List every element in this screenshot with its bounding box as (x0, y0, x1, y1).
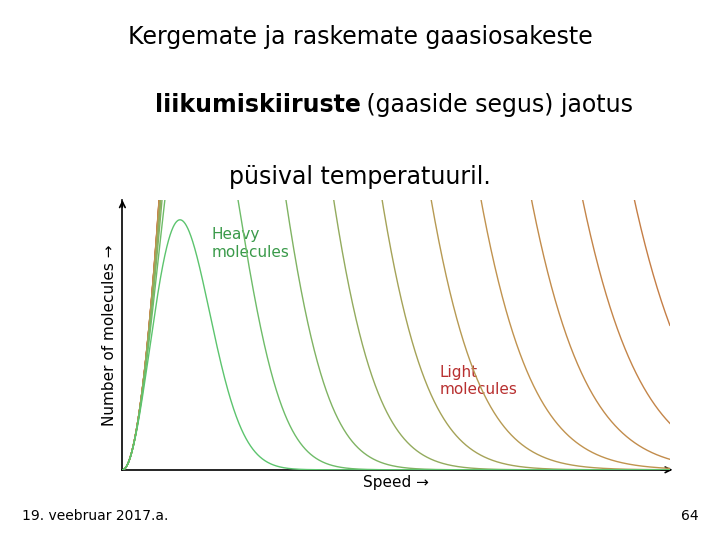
Text: püsival temperatuuril.: püsival temperatuuril. (229, 165, 491, 189)
Text: liikumiskiiruste: liikumiskiiruste (155, 93, 361, 117)
Text: Light
molecules: Light molecules (439, 365, 517, 397)
Text: Heavy
molecules: Heavy molecules (212, 227, 289, 260)
Y-axis label: Number of molecules →: Number of molecules → (102, 244, 117, 426)
X-axis label: Speed →: Speed → (363, 475, 429, 490)
Text: 64: 64 (681, 509, 698, 523)
Text: Kergemate ja raskemate gaasiosakeste: Kergemate ja raskemate gaasiosakeste (127, 25, 593, 50)
Text: 19. veebruar 2017.a.: 19. veebruar 2017.a. (22, 509, 168, 523)
Text: (gaaside segus) jaotus: (gaaside segus) jaotus (359, 93, 633, 117)
